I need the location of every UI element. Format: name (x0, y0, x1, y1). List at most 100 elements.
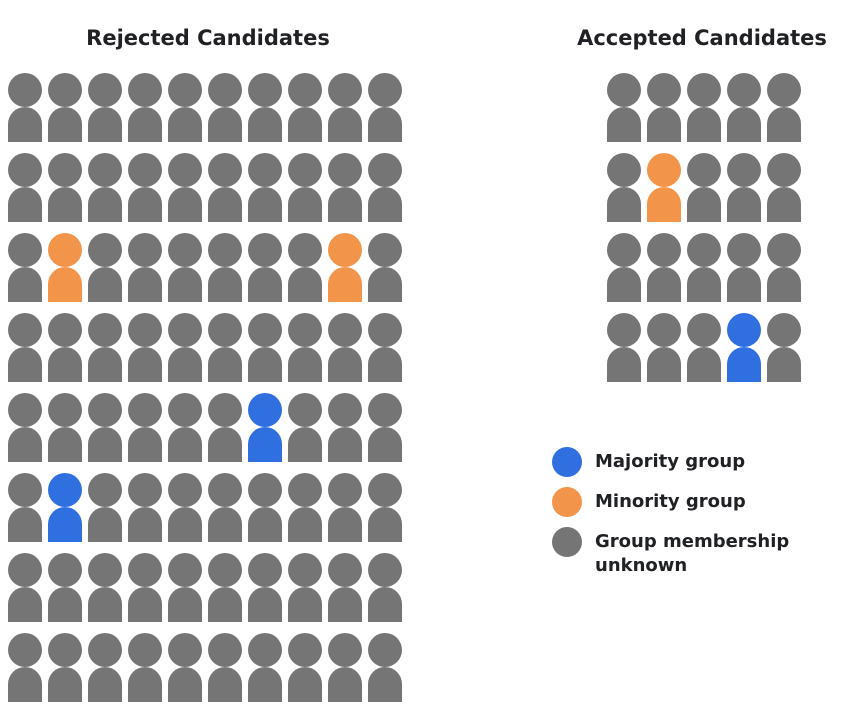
person-body (248, 587, 282, 622)
person-icon (8, 313, 42, 382)
person-icon (168, 313, 202, 382)
person-icon (88, 553, 122, 622)
person-icon (647, 153, 681, 222)
person-head (328, 473, 362, 507)
person-body (168, 187, 202, 222)
person-head (767, 313, 801, 347)
person-body (128, 187, 162, 222)
person-body (48, 347, 82, 382)
person-head (8, 553, 42, 587)
person-body (208, 107, 242, 142)
person-icon (328, 233, 362, 302)
person-head (288, 73, 322, 107)
person-head (248, 393, 282, 427)
person-body (248, 107, 282, 142)
person-icon (607, 73, 641, 142)
person-icon (368, 153, 402, 222)
person-icon (248, 233, 282, 302)
person-body (368, 267, 402, 302)
person-icon (208, 233, 242, 302)
person-head (328, 553, 362, 587)
person-icon (687, 73, 721, 142)
person-body (647, 187, 681, 222)
person-icon (248, 313, 282, 382)
person-icon (48, 233, 82, 302)
person-head (168, 153, 202, 187)
person-body (288, 267, 322, 302)
person-head (48, 313, 82, 347)
person-icon (368, 553, 402, 622)
person-body (328, 267, 362, 302)
person-body (288, 107, 322, 142)
person-body (687, 347, 721, 382)
legend-label: Minority group (595, 491, 746, 512)
person-icon (687, 313, 721, 382)
person-body (328, 587, 362, 622)
person-body (328, 667, 362, 702)
person-icon (368, 73, 402, 142)
person-head (168, 393, 202, 427)
person-body (8, 107, 42, 142)
person-body (248, 427, 282, 462)
person-body (727, 107, 761, 142)
person-head (168, 553, 202, 587)
person-head (88, 153, 122, 187)
person-icon (368, 393, 402, 462)
person-head (48, 553, 82, 587)
person-icon (208, 73, 242, 142)
person-body (288, 347, 322, 382)
person-body (8, 587, 42, 622)
person-head (8, 153, 42, 187)
person-body (767, 347, 801, 382)
person-body (128, 667, 162, 702)
person-body (368, 427, 402, 462)
person-body (168, 107, 202, 142)
person-head (168, 313, 202, 347)
person-head (727, 153, 761, 187)
person-icon (88, 633, 122, 702)
person-body (288, 507, 322, 542)
person-body (288, 427, 322, 462)
person-body (8, 427, 42, 462)
person-head (288, 633, 322, 667)
person-head (767, 233, 801, 267)
person-icon (48, 313, 82, 382)
person-icon (168, 553, 202, 622)
person-body (48, 107, 82, 142)
person-icon (208, 473, 242, 542)
person-icon (767, 153, 801, 222)
person-head (128, 633, 162, 667)
person-body (607, 347, 641, 382)
person-icon (128, 153, 162, 222)
person-head (368, 233, 402, 267)
person-body (368, 507, 402, 542)
person-head (368, 633, 402, 667)
person-head (8, 233, 42, 267)
person-head (647, 73, 681, 107)
person-body (128, 347, 162, 382)
person-body (208, 347, 242, 382)
person-icon (128, 233, 162, 302)
person-icon (88, 393, 122, 462)
person-icon (208, 633, 242, 702)
legend-swatch (552, 527, 582, 557)
person-icon (607, 153, 641, 222)
person-head (607, 73, 641, 107)
person-body (687, 107, 721, 142)
person-body (208, 587, 242, 622)
person-head (128, 233, 162, 267)
person-body (328, 187, 362, 222)
person-head (288, 473, 322, 507)
person-body (8, 507, 42, 542)
person-head (8, 473, 42, 507)
person-icon (288, 553, 322, 622)
person-body (88, 267, 122, 302)
person-body (48, 507, 82, 542)
person-body (128, 267, 162, 302)
person-icon (48, 473, 82, 542)
person-head (168, 633, 202, 667)
person-head (687, 73, 721, 107)
person-icon (128, 633, 162, 702)
person-head (208, 633, 242, 667)
person-head (368, 393, 402, 427)
